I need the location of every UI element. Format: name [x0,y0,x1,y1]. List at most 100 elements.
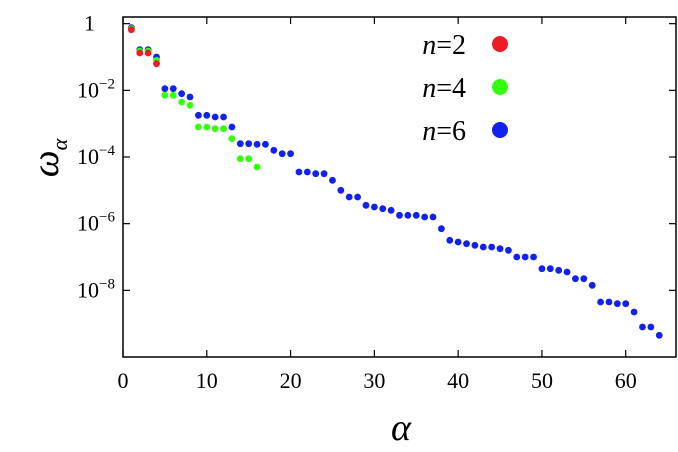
data-point-n6 [446,236,454,244]
data-point-n6 [655,331,663,339]
data-point-n4 [195,123,202,131]
data-point-n6 [320,170,328,178]
y-tick-label: 10−6 [77,210,115,236]
x-tick-label: 30 [363,368,385,393]
data-point-n6 [303,168,311,176]
data-point-n6 [429,213,437,221]
data-point-n6 [563,268,571,276]
data-point-n6 [404,211,412,219]
legend-label: n=2 [422,30,466,61]
data-point-n4 [211,125,219,133]
data-point-n6 [412,211,420,219]
data-point-n6 [278,150,286,158]
data-point-n6 [195,111,202,119]
data-point-n6 [228,123,236,131]
data-point-n6 [471,241,479,249]
y-axis-label: ωα [25,138,72,177]
data-point-n6 [605,298,613,306]
y-tick-label: 10−8 [77,276,115,302]
x-tick-label: 20 [280,368,302,393]
data-point-n6 [572,275,579,283]
data-point-n6 [178,90,186,98]
data-point-n6 [362,201,370,209]
data-point-n6 [312,170,320,178]
data-point-n6 [613,300,621,308]
legend: n=2 n=4 n=6 [422,30,508,147]
data-point-n6 [262,140,269,148]
legend-label: n=4 [422,73,466,104]
data-point-n6 [387,206,395,214]
data-point-n6 [597,298,604,306]
data-point-n2 [144,49,152,57]
data-point-n6 [211,113,219,121]
data-point-n6 [521,253,529,261]
data-point-n4 [236,155,244,163]
x-axis-label: α [391,407,412,449]
data-point-n6 [169,85,177,93]
data-point-n6 [437,225,445,233]
data-point-n6 [421,213,429,221]
data-point-n4 [186,101,194,109]
data-point-n6 [530,253,537,261]
data-point-n6 [396,211,403,219]
data-point-n6 [647,323,655,331]
data-point-n6 [345,193,353,201]
data-point-n6 [630,308,638,316]
y-tick-label: 10−2 [77,76,115,102]
data-point-n6 [337,186,345,194]
data-point-n6 [295,168,303,176]
data-point-n2 [153,60,160,68]
data-point-n6 [488,243,496,251]
data-point-n6 [505,246,512,254]
data-point-n6 [463,240,470,248]
data-point-n6 [622,300,630,308]
x-tick-label: 50 [531,368,553,393]
data-point-n2 [127,26,135,34]
data-point-n4 [169,91,177,99]
data-point-n6 [454,238,462,246]
data-point-n6 [546,265,554,273]
data-point-n2 [136,49,144,57]
axis-ticks: 0 10 20 30 40 50 60 1 10−2 10−4 10−6 10−8 [77,11,676,393]
data-point-n6 [270,146,278,154]
data-point-n6 [370,203,378,211]
data-point-n6 [379,205,387,213]
data-point-n6 [245,140,253,148]
data-point-n6 [479,243,487,251]
data-point-n6 [555,266,563,274]
data-points [127,24,663,339]
legend-marker [492,122,508,138]
data-point-n6 [253,140,261,148]
x-tick-label: 40 [447,368,469,393]
data-point-n6 [236,140,244,148]
x-tick-label: 10 [196,368,218,393]
plot-area-frame [122,16,677,358]
legend-marker [492,79,508,95]
data-point-n6 [513,253,521,261]
data-point-n6 [220,113,227,121]
data-point-n4 [161,91,169,99]
data-point-n6 [354,193,362,201]
data-point-n6 [588,281,596,289]
y-tick-label: 10−4 [77,143,115,169]
y-tick-label: 1 [84,11,95,36]
y-axis-label-subscript: α [47,138,72,150]
data-point-n4 [220,125,227,133]
data-point-n6 [580,275,588,283]
data-point-n6 [329,176,336,184]
data-point-n6 [161,85,169,93]
y-axis-label-main: ω [25,150,67,177]
data-point-n4 [245,155,253,163]
data-point-n6 [203,111,211,119]
data-point-n4 [228,135,236,143]
data-point-n6 [186,93,194,101]
x-tick-label: 60 [615,368,637,393]
data-point-n6 [287,150,294,158]
data-point-n4 [253,163,261,171]
legend-marker [492,36,508,52]
legend-label: n=6 [422,116,466,147]
data-point-n4 [178,98,186,106]
data-point-n6 [639,323,646,331]
data-point-n4 [203,123,211,131]
